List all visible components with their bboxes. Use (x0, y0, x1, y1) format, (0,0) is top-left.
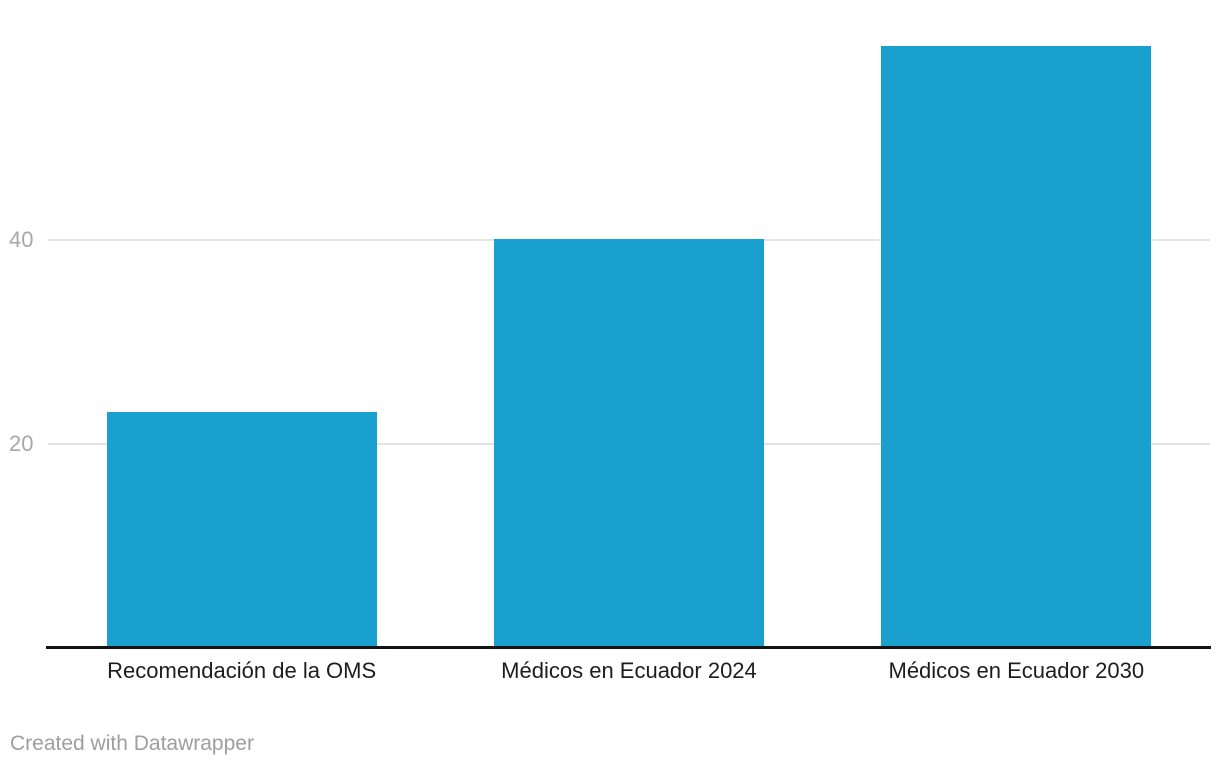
y-tick-label: 20 (9, 430, 34, 456)
y-tick-label: 40 (9, 227, 34, 253)
bar-recomendacion-oms[interactable] (106, 412, 377, 646)
x-axis-label: Recomendación de la OMS (107, 658, 377, 683)
x-axis-label: Médicos en Ecuador 2030 (888, 658, 1145, 683)
credit-line: Created with Datawrapper (10, 732, 254, 755)
bar-medicos-ecuador-2024[interactable] (494, 239, 764, 646)
x-axis-line (46, 646, 1211, 649)
x-axis-label: Médicos en Ecuador 2024 (501, 658, 757, 683)
bar-medicos-ecuador-2030[interactable] (881, 45, 1152, 646)
